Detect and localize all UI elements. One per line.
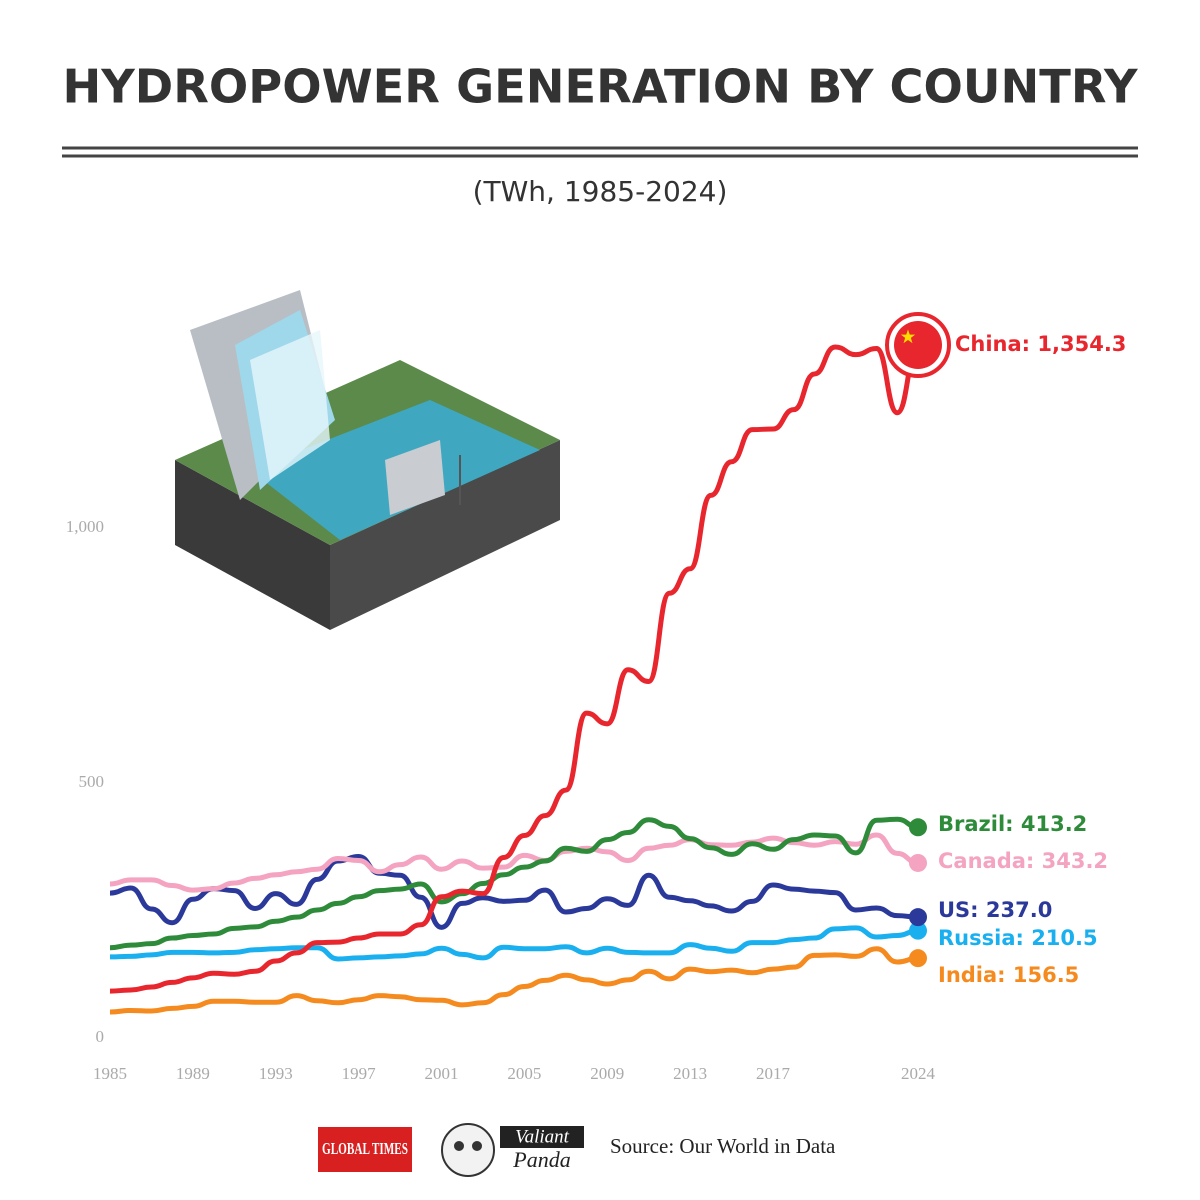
logo-text: Panda [512,1147,570,1172]
series-line [109,816,919,951]
logo-text: GLOBAL TIMES [322,1139,408,1158]
x-tick-label: 1997 [342,1064,377,1083]
panda-eye [472,1141,482,1151]
end-marker [909,949,927,968]
series-line [109,853,919,930]
x-tick-label: 2013 [673,1064,707,1083]
y-tick-label: 500 [79,772,105,791]
end-label: India: 156.5 [938,963,1079,987]
panda-eye [454,1141,464,1151]
end-label: Canada: 343.2 [938,849,1108,873]
end-label: China: 1,354.3 [955,332,1126,356]
end-marker [909,853,927,872]
end-label: US: 237.0 [938,898,1052,922]
x-tick-label: 1989 [176,1064,210,1083]
x-tick-label: 1993 [259,1064,293,1083]
y-tick-label: 0 [96,1027,105,1046]
y-tick-label: 1,000 [66,517,104,536]
flag [894,321,942,369]
subtitle: (TWh, 1985-2024) [473,175,728,208]
x-tick-label: 2005 [507,1064,541,1083]
x-tick-label: 2001 [424,1064,458,1083]
end-marker [909,921,927,940]
end-label: Brazil: 413.2 [938,812,1087,836]
x-tick-label: 1985 [93,1064,127,1083]
logo-box [500,1126,584,1148]
end-marker [909,818,927,837]
source: Source: Our World in Data [610,1134,836,1158]
series-line [109,344,920,994]
logo-text: Valiant [515,1126,570,1147]
x-tick-label: 2024 [901,1064,936,1083]
logo-box [318,1127,412,1172]
end-label: Russia: 210.5 [938,926,1098,950]
x-tick-label: 2009 [590,1064,624,1083]
panda-icon [441,1123,495,1177]
end-marker [909,908,927,927]
series-line [109,925,919,962]
chart-title: HYDROPOWER GENERATION BY COUNTRY [63,60,1139,114]
flag-star [900,329,916,344]
dam-illustration [175,290,560,630]
x-tick-label: 2017 [756,1064,791,1083]
series-line [109,946,919,1015]
series-line [109,832,919,893]
